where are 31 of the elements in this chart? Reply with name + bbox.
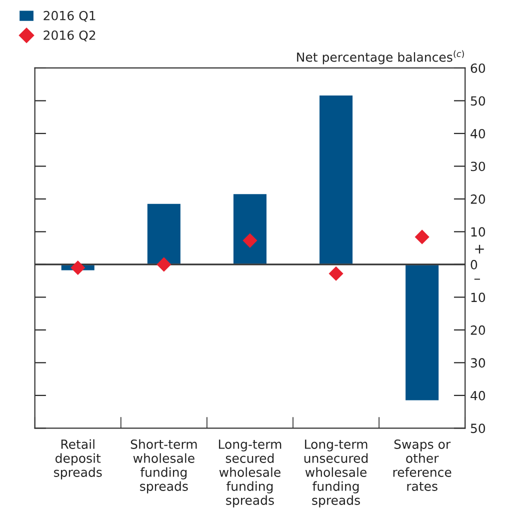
- x-tick-label: Short-term wholesale funding spreads: [130, 439, 197, 494]
- point: [242, 233, 258, 248]
- y-tick-label: 50: [470, 96, 486, 106]
- y-axis-title: Net percentage balances$^{(c)}$: [297, 50, 464, 64]
- y-tick-label: 50: [470, 424, 486, 434]
- y-tick-label: 30: [470, 162, 486, 172]
- legend-label: 2016 Q1: [44, 10, 96, 22]
- point: [414, 230, 430, 244]
- y-tick-label: 10: [471, 292, 486, 302]
- legend-label: 2016 Q2: [44, 30, 96, 42]
- point: [156, 257, 172, 272]
- bar: [318, 94, 354, 266]
- y-tick-label: 0: [470, 260, 478, 270]
- y-tick-label: 30: [470, 358, 486, 368]
- point: [70, 260, 86, 276]
- x-tick-label: Swaps or other reference rates: [393, 440, 452, 491]
- y-tick-label: 20: [470, 194, 486, 204]
- bar: [146, 202, 182, 266]
- x-tick-label: Retail deposit spreads: [54, 439, 102, 480]
- text: +: [475, 244, 484, 254]
- y-tick-label: 40: [470, 390, 486, 400]
- text: –: [474, 278, 480, 280]
- y-tick-label: 40: [470, 128, 486, 138]
- point: [328, 266, 344, 281]
- bar: [232, 192, 268, 266]
- y-tick-label: 20: [470, 325, 486, 335]
- x-tick-label: Long-term secured wholesale funding spreads: [218, 440, 282, 508]
- y-tick-label: 60: [470, 63, 486, 73]
- bar: [404, 264, 440, 402]
- x-tick-label: Long-term unsecured wholesale funding spreads: [304, 440, 368, 508]
- y-tick-label: 10: [471, 227, 486, 237]
